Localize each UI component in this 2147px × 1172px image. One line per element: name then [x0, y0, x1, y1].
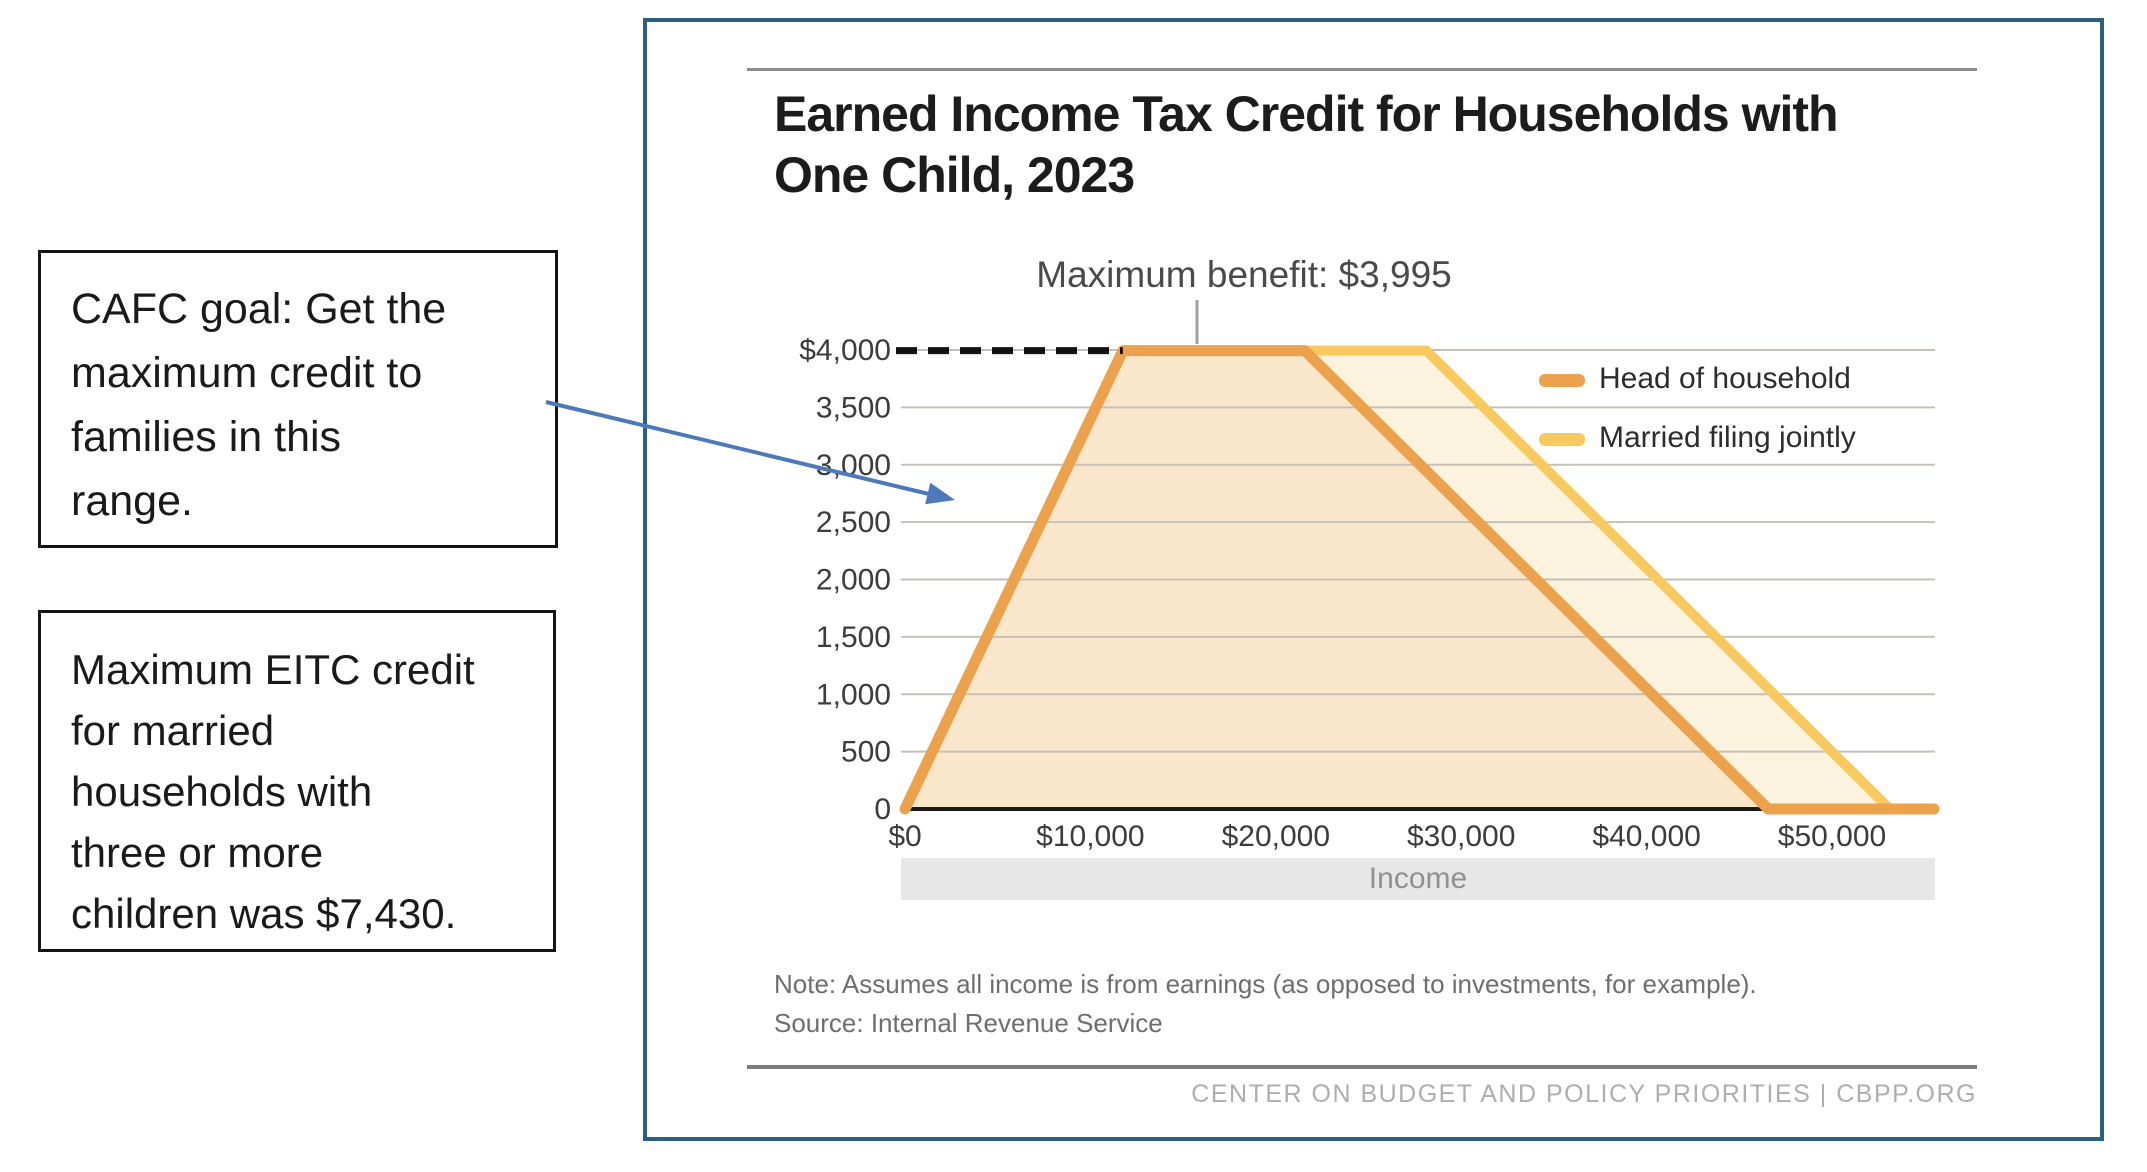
x-axis-title: Income — [1369, 862, 1467, 895]
x-tick-label-50000: $50,000 — [1778, 820, 1886, 853]
y-tick-label-500: 500 — [841, 736, 891, 769]
legend-label-married-filing-jointly: Married filing jointly — [1599, 421, 1856, 454]
bottom-rule — [747, 1065, 1977, 1069]
y-tick-label-1500: 1,500 — [816, 621, 891, 654]
legend-label-head-of-household: Head of household — [1599, 362, 1851, 395]
callout-text-line: three or more — [71, 829, 324, 876]
callout-box-cafc-goal: CAFC goal: Get the maximum credit to fam… — [38, 250, 558, 548]
y-tick-label-4000: $4,000 — [799, 334, 891, 367]
y-tick-label-2500: 2,500 — [816, 506, 891, 539]
y-tick-label-1000: 1,000 — [816, 678, 891, 711]
max-benefit-annotation: Maximum benefit: $3,995 — [1036, 254, 1452, 295]
x-tick-label-20000: $20,000 — [1222, 820, 1330, 853]
chart-source: Source: Internal Revenue Service — [774, 1008, 1163, 1038]
legend-swatch-married-filing-jointly — [1539, 433, 1585, 446]
callout-text-line: maximum credit to — [71, 349, 423, 397]
y-tick-label-3500: 3,500 — [816, 391, 891, 424]
callout-text-line: for married — [71, 707, 275, 754]
callout-text-line: households with — [71, 768, 373, 815]
x-tick-label-10000: $10,000 — [1036, 820, 1144, 853]
callout-text-line: CAFC goal: Get the — [71, 285, 447, 333]
x-axis-title-band — [901, 858, 1935, 900]
eitc-area-chart: $4,000 3,500 3,000 2,500 2,000 1,500 1,000 500 0… — [799, 300, 1940, 900]
chart-card: Earned Income Tax Credit for Households … — [643, 18, 2104, 1141]
legend-swatch-head-of-household — [1539, 374, 1585, 387]
callout-text-line: families in this — [71, 413, 342, 461]
chart-title: Earned Income Tax Credit for Households … — [774, 84, 1839, 206]
x-tick-label-40000: $40,000 — [1592, 820, 1700, 853]
chart-title-line2: One Child, 2023 — [774, 147, 1135, 203]
x-tick-label-30000: $30,000 — [1407, 820, 1515, 853]
footer-credit: CENTER ON BUDGET AND POLICY PRIORITIES |… — [1191, 1080, 1977, 1108]
series-line-head-of-household — [899, 345, 1940, 815]
callout-box-max-eitc: Maximum EITC credit for married househol… — [38, 610, 556, 952]
x-tick-label-0: $0 — [888, 820, 921, 853]
y-tick-label-3000: 3,000 — [816, 449, 891, 482]
top-rule — [747, 68, 1977, 71]
callout-text-line: children was $7,430. — [71, 890, 457, 937]
y-tick-label-2000: 2,000 — [816, 564, 891, 597]
chart-title-line1: Earned Income Tax Credit for Households … — [774, 86, 1839, 142]
callout-text-line: Maximum EITC credit — [71, 646, 475, 693]
chart-note: Note: Assumes all income is from earning… — [774, 969, 1757, 999]
callout-text-line: range. — [71, 477, 193, 525]
y-tick-label-0: 0 — [874, 793, 891, 826]
